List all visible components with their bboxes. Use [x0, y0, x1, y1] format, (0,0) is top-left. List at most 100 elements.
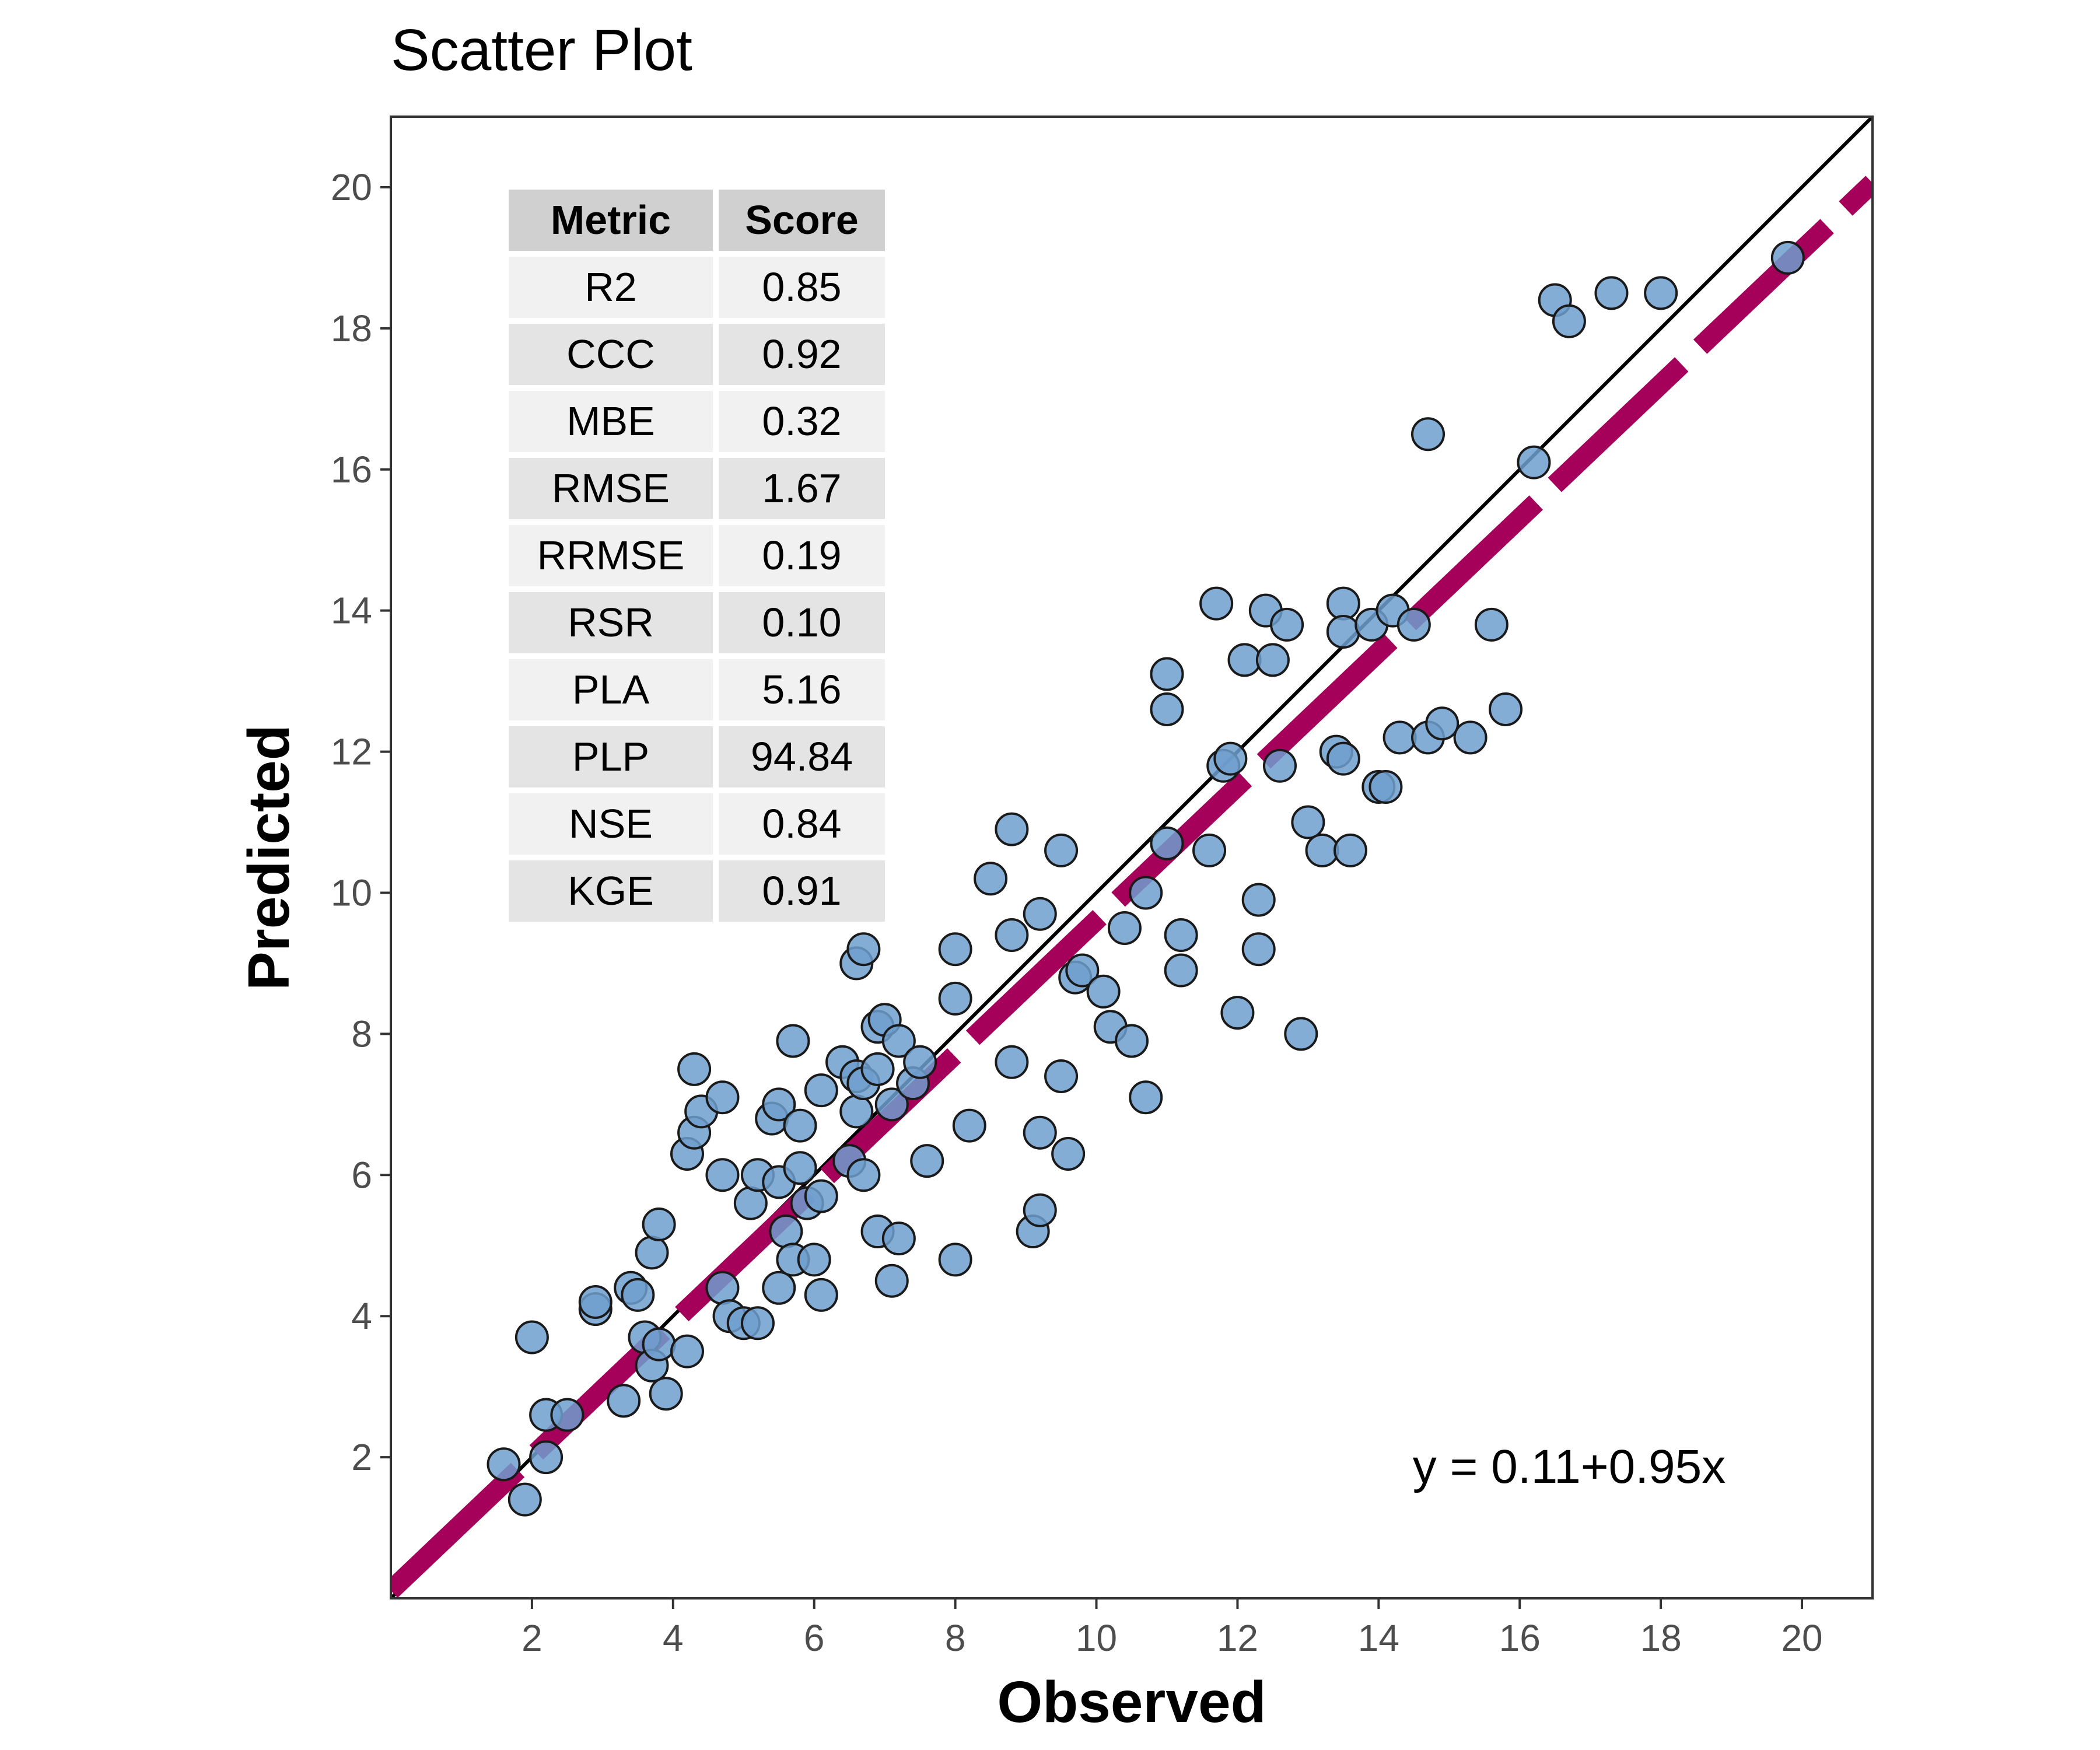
data-point: [1150, 657, 1184, 691]
data-point: [1213, 741, 1248, 776]
data-point: [762, 1270, 796, 1305]
data-point: [1517, 445, 1551, 480]
data-point: [740, 1306, 775, 1340]
x-tick-label: 12: [1217, 1617, 1258, 1659]
data-point: [705, 1270, 740, 1305]
y-axis-title: Predicted: [236, 724, 302, 991]
table-cell: [509, 592, 713, 653]
x-axis-title: Observed: [997, 1670, 1266, 1735]
metric-name: MBE: [566, 398, 655, 444]
data-point: [995, 812, 1029, 846]
data-point: [578, 1285, 612, 1319]
x-tick-label: 14: [1358, 1617, 1399, 1659]
data-point: [1333, 833, 1367, 867]
data-point: [776, 1024, 810, 1058]
metric-score: 0.84: [762, 801, 841, 846]
data-point: [952, 1108, 986, 1143]
data-point: [1270, 607, 1304, 642]
data-point: [1263, 748, 1297, 783]
data-point: [487, 1447, 521, 1482]
data-point: [1023, 897, 1057, 931]
data-point: [1644, 276, 1678, 310]
data-point: [839, 1094, 874, 1129]
data-point: [1086, 974, 1121, 1009]
x-tick-label: 6: [804, 1617, 825, 1659]
data-point: [514, 1320, 549, 1354]
data-point: [783, 1108, 817, 1143]
data-point: [846, 932, 881, 967]
x-axis: 2 4 6 8 10 12 14 16 18 20: [522, 1598, 1823, 1659]
data-point: [1326, 586, 1360, 621]
data-point: [1164, 953, 1198, 988]
table-cell: [719, 726, 885, 788]
table-header-cell: [509, 190, 713, 251]
metric-name: RSR: [568, 600, 654, 645]
data-point: [529, 1440, 564, 1475]
table-cell: [509, 726, 713, 788]
table-cell: [719, 592, 885, 653]
metric-name: CCC: [566, 331, 655, 377]
metric-score: 0.32: [762, 398, 841, 444]
data-point: [1044, 1059, 1079, 1093]
data-point: [1770, 240, 1805, 275]
data-point: [1164, 918, 1198, 953]
data-point: [974, 862, 1008, 896]
table-cell: [509, 324, 713, 385]
data-point: [1115, 1024, 1149, 1058]
metric-name: NSE: [569, 801, 653, 846]
data-point: [804, 1179, 838, 1213]
data-point: [1150, 826, 1184, 860]
table-cell: [719, 793, 885, 855]
data-point: [881, 1222, 916, 1256]
data-point: [1129, 1080, 1163, 1115]
y-tick-label: 16: [331, 449, 372, 491]
data-point: [938, 1242, 972, 1277]
data-point: [621, 1278, 655, 1312]
data-point: [1326, 614, 1360, 649]
data-point: [1241, 932, 1276, 967]
x-tick-label: 4: [663, 1617, 684, 1659]
data-point: [677, 1052, 712, 1086]
table-cell: [509, 458, 713, 519]
table-header-text: Score: [745, 197, 859, 243]
x-tick-label: 10: [1076, 1617, 1117, 1659]
data-point: [1425, 706, 1460, 741]
points-layer: [487, 240, 1805, 1517]
data-point: [1129, 876, 1163, 910]
metric-score: 0.19: [762, 533, 841, 578]
data-point: [1227, 643, 1262, 677]
table-cell: [509, 525, 713, 586]
metric-score: 0.10: [762, 600, 841, 645]
data-point: [1474, 607, 1508, 642]
data-point: [1382, 720, 1417, 755]
metric-score: 94.84: [751, 734, 853, 779]
metric-name: PLA: [572, 667, 650, 712]
table-header-text: Metric: [551, 197, 671, 243]
table-cell: [509, 659, 713, 720]
data-point: [804, 1073, 838, 1108]
table-cell: [509, 257, 713, 318]
plot-panel-border: [390, 116, 1874, 1600]
data-point: [938, 932, 972, 967]
data-point: [1044, 833, 1079, 867]
data-point: [1396, 607, 1431, 642]
data-point: [1241, 883, 1276, 917]
metric-score: 0.85: [762, 264, 841, 310]
y-tick-label: 14: [331, 590, 372, 632]
data-point: [1489, 692, 1523, 726]
table-cell: [509, 793, 713, 855]
data-point: [1255, 643, 1290, 677]
x-tick-label: 2: [522, 1617, 542, 1659]
y-tick-label: 18: [331, 307, 372, 349]
data-point: [508, 1482, 542, 1517]
data-point: [635, 1236, 669, 1270]
equation-label: y = 0.11+0.95x: [1413, 1440, 1726, 1493]
data-point: [938, 981, 972, 1016]
data-point: [1150, 692, 1184, 726]
data-point: [1453, 720, 1488, 755]
data-point: [804, 1278, 838, 1312]
data-point: [1594, 276, 1629, 310]
data-point: [1051, 1137, 1086, 1171]
data-point: [1552, 304, 1586, 338]
data-point: [1065, 953, 1100, 988]
